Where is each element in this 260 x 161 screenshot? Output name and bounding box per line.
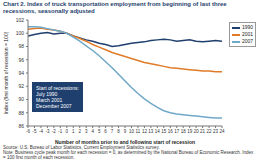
svg-text:102: 102 [16, 17, 25, 23]
svg-text:-6: -6 [26, 129, 30, 134]
svg-text:96: 96 [18, 57, 24, 63]
svg-text:3: 3 [85, 129, 88, 134]
svg-text:1: 1 [72, 129, 75, 134]
svg-text:8: 8 [117, 129, 120, 134]
svg-text:14: 14 [155, 129, 161, 134]
svg-text:-4: -4 [39, 129, 43, 134]
svg-text:4: 4 [91, 129, 94, 134]
svg-text:15: 15 [161, 129, 167, 134]
svg-text:9: 9 [124, 129, 127, 134]
html-text:Chart 2. Index of truck transp: Chart 2. Index of truck transportation e… [3, 1, 227, 14]
svg-text:18: 18 [181, 129, 187, 134]
svg-text:92: 92 [18, 83, 24, 89]
svg-text:12: 12 [142, 129, 148, 134]
svg-text:Index (first month of recessio: Index (first month of recession = 100) [8, 31, 9, 114]
svg-text:2: 2 [78, 129, 81, 134]
html-text:March 2001: March 2001 [36, 97, 63, 103]
svg-text:98: 98 [18, 43, 24, 49]
svg-text:10: 10 [129, 129, 135, 134]
svg-text:88: 88 [18, 110, 24, 116]
svg-text:100: 100 [16, 30, 25, 36]
svg-text:11: 11 [136, 129, 141, 134]
svg-text:94: 94 [18, 70, 24, 76]
svg-text:0: 0 [66, 129, 69, 134]
svg-text:20: 20 [194, 129, 200, 134]
svg-text:19: 19 [187, 129, 193, 134]
svg-text:-3: -3 [45, 129, 49, 134]
svg-text:22: 22 [207, 129, 213, 134]
svg-text:5: 5 [98, 129, 101, 134]
svg-text:23: 23 [213, 129, 219, 134]
svg-text:17: 17 [174, 129, 180, 134]
html-text:Source: U.S. Bureau of Labor S: Source: U.S. Bureau of Labor Statistics,… [3, 145, 160, 150]
svg-text:-5: -5 [32, 129, 36, 134]
svg-text:Number of months prior to and: Number of months prior to and following … [55, 139, 195, 144]
html-text:2001: 2001 [242, 31, 254, 37]
svg-text:90: 90 [18, 96, 24, 102]
html-text:Note: Business cycle peak mont: Note: Business cycle peak month for each… [3, 150, 254, 160]
svg-text:-2: -2 [52, 129, 56, 134]
svg-text:6: 6 [104, 129, 107, 134]
html-text:July 1990: July 1990 [36, 91, 58, 97]
html-text:2007: 2007 [242, 38, 254, 44]
svg-text:86: 86 [18, 123, 24, 129]
html-text:1990: 1990 [242, 24, 254, 30]
svg-text:16: 16 [168, 129, 174, 134]
html-text:Start of recessions:: Start of recessions: [36, 85, 79, 91]
html-text:December 2007: December 2007 [36, 103, 72, 109]
svg-text:7: 7 [111, 129, 114, 134]
svg-text:24: 24 [219, 129, 225, 134]
svg-text:21: 21 [200, 129, 206, 134]
svg-text:-1: -1 [58, 129, 62, 134]
svg-text:13: 13 [148, 129, 154, 134]
